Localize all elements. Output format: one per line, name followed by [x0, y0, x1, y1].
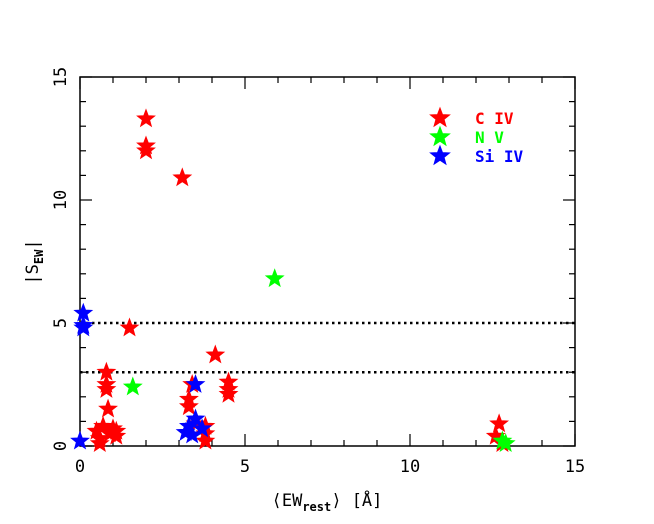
y-tick-label: 10 — [51, 190, 71, 210]
legend-marker — [429, 144, 451, 166]
legend: C IVN VSi IV — [429, 106, 524, 166]
data-point-n-v — [264, 268, 285, 288]
y-axis-label: |SEW| — [23, 239, 46, 284]
data-point-c-iv — [89, 433, 110, 452]
data-point-c-iv — [489, 413, 510, 433]
x-tick-label: 10 — [400, 457, 420, 477]
data-point-c-iv — [205, 344, 226, 364]
data-points — [70, 108, 516, 452]
data-point-c-iv — [172, 167, 193, 187]
legend-marker — [429, 106, 451, 128]
legend-label: N V — [475, 128, 504, 147]
data-point-n-v — [495, 433, 516, 452]
data-point-c-iv — [178, 396, 199, 416]
data-point-c-iv — [98, 398, 118, 418]
data-point-c-iv — [136, 108, 156, 128]
data-point-si-iv — [185, 374, 206, 393]
data-point-c-iv — [96, 378, 117, 398]
data-point-c-iv — [195, 430, 216, 450]
x-tick-label: 5 — [240, 457, 250, 477]
data-point-c-iv — [119, 317, 140, 337]
data-point-n-v — [122, 376, 143, 396]
x-tick-label: 0 — [75, 457, 85, 477]
data-point-c-iv — [106, 420, 127, 440]
y-tick-label: 5 — [51, 318, 71, 328]
data-point-si-iv — [70, 430, 90, 450]
plot-frame — [79, 76, 576, 447]
x-tick-label: 15 — [565, 457, 585, 477]
legend-label: Si IV — [475, 147, 524, 166]
data-point-si-iv — [73, 317, 94, 337]
reference-lines — [80, 321, 575, 374]
y-tick-label: 15 — [51, 67, 71, 87]
data-point-c-iv — [218, 383, 239, 403]
x-axis-label: ⟨EWrest⟩ [Å] — [272, 489, 383, 514]
legend-label: C IV — [475, 109, 514, 128]
data-point-c-iv — [136, 140, 156, 160]
data-point-c-iv — [93, 415, 114, 435]
y-tick-label: 0 — [51, 441, 71, 451]
data-point-si-iv — [192, 418, 213, 438]
data-point-si-iv — [185, 408, 206, 428]
tick-labels: 0 5 10 15 0 5 10 15 — [51, 67, 585, 477]
plot-frame-layer — [79, 76, 576, 447]
legend-marker — [429, 125, 451, 147]
